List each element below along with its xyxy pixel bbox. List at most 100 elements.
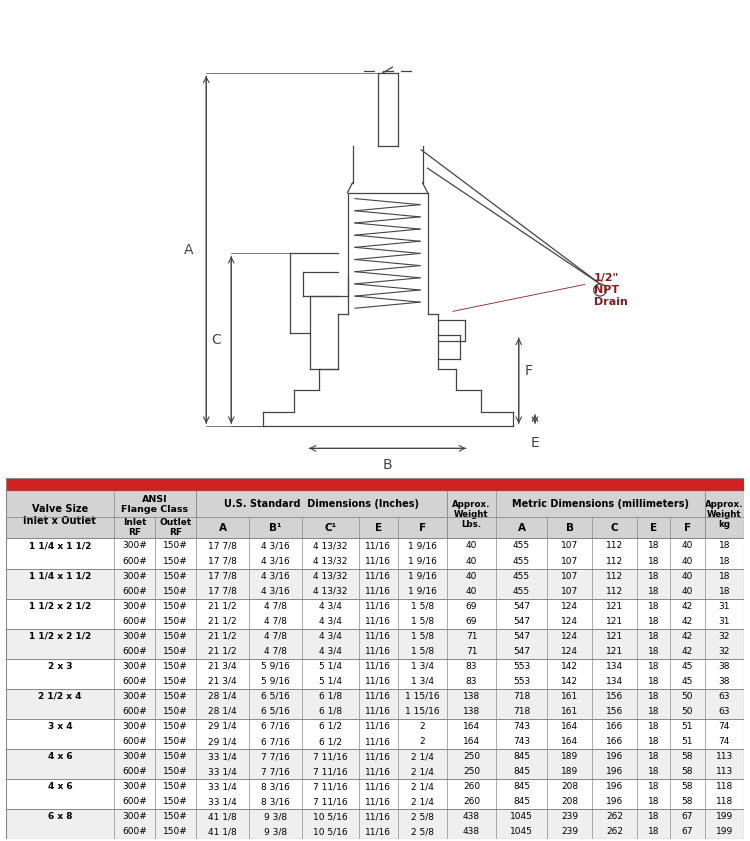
Bar (447, 643, 496, 659)
Bar (496, 719, 547, 734)
Text: 150#: 150# (164, 752, 188, 761)
Text: 150#: 150# (164, 812, 188, 822)
Bar (547, 599, 592, 614)
Text: 199: 199 (716, 812, 733, 822)
Text: 150#: 150# (164, 586, 188, 595)
Text: 32: 32 (718, 647, 730, 656)
Bar (302, 764, 358, 779)
Text: 262: 262 (606, 812, 623, 822)
Bar (592, 749, 638, 764)
Text: 58: 58 (682, 767, 693, 776)
Text: 150#: 150# (164, 677, 188, 686)
Bar (196, 809, 249, 824)
Bar (6, 629, 114, 643)
Bar (547, 674, 592, 689)
Bar (358, 538, 398, 553)
Bar (592, 674, 638, 689)
Text: 164: 164 (561, 737, 578, 746)
Bar (670, 734, 705, 749)
Text: 150#: 150# (164, 616, 188, 626)
Text: 438: 438 (463, 812, 480, 822)
Text: 17 7/8: 17 7/8 (209, 542, 237, 551)
Bar (249, 794, 302, 809)
Text: 21 1/2: 21 1/2 (209, 632, 237, 641)
Bar (638, 749, 670, 764)
Bar (547, 719, 592, 734)
Bar (114, 719, 155, 734)
Bar (447, 538, 496, 553)
Text: 50: 50 (682, 692, 693, 701)
Text: 150#: 150# (164, 767, 188, 776)
Bar (249, 629, 302, 643)
Bar (114, 704, 155, 719)
Text: 2 1/4: 2 1/4 (411, 767, 434, 776)
Bar (196, 614, 249, 629)
Bar (670, 538, 705, 553)
Bar (705, 719, 744, 734)
Bar (705, 689, 744, 704)
Bar (6, 719, 114, 734)
Text: 2 1/4: 2 1/4 (411, 797, 434, 807)
Bar (155, 704, 196, 719)
Bar (249, 689, 302, 704)
Bar (398, 794, 447, 809)
Bar (496, 629, 547, 643)
Bar (670, 599, 705, 614)
Text: 11/16: 11/16 (365, 828, 392, 836)
Bar (114, 517, 155, 538)
Bar (249, 749, 302, 764)
Bar (114, 674, 155, 689)
Bar (638, 689, 670, 704)
Text: 189: 189 (561, 752, 578, 761)
Text: 300#: 300# (122, 722, 147, 731)
Text: 4 3/16: 4 3/16 (261, 557, 290, 565)
Text: 1 15/16: 1 15/16 (405, 692, 439, 701)
Text: 260: 260 (463, 797, 480, 807)
Bar (398, 584, 447, 599)
Bar (398, 749, 447, 764)
Text: C: C (610, 523, 619, 533)
Text: U.S. Standard  Dimensions (Inches): U.S. Standard Dimensions (Inches) (224, 500, 419, 510)
Text: 21 1/2: 21 1/2 (209, 601, 237, 611)
Text: 121: 121 (606, 616, 623, 626)
Bar (447, 629, 496, 643)
Bar (155, 674, 196, 689)
Bar (705, 629, 744, 643)
Text: 2: 2 (420, 722, 425, 731)
Text: 6 1/2: 6 1/2 (319, 722, 342, 731)
Text: 67: 67 (682, 812, 693, 822)
Text: 718: 718 (513, 692, 530, 701)
Bar (302, 614, 358, 629)
Bar (358, 719, 398, 734)
Bar (358, 779, 398, 794)
Bar (6, 689, 114, 704)
Bar (670, 674, 705, 689)
Text: 1 9/16: 1 9/16 (408, 572, 437, 580)
Text: 600#: 600# (122, 557, 147, 565)
Bar (249, 824, 302, 839)
Bar (398, 674, 447, 689)
Text: 11/16: 11/16 (365, 707, 392, 716)
Bar (496, 599, 547, 614)
Text: 6 1/8: 6 1/8 (319, 692, 342, 701)
Bar (670, 704, 705, 719)
Bar (6, 809, 114, 824)
Bar (114, 749, 155, 764)
Bar (638, 779, 670, 794)
Text: 1 9/16: 1 9/16 (408, 542, 437, 551)
Bar (670, 517, 705, 538)
Bar (114, 629, 155, 643)
Bar (302, 538, 358, 553)
Text: F: F (419, 523, 426, 533)
Bar (155, 553, 196, 569)
Bar (196, 779, 249, 794)
Bar (592, 614, 638, 629)
Bar (447, 614, 496, 629)
Bar (447, 674, 496, 689)
Text: 29 1/4: 29 1/4 (209, 722, 237, 731)
Bar (670, 629, 705, 643)
Bar (114, 734, 155, 749)
Bar (592, 659, 638, 674)
Bar (638, 517, 670, 538)
Text: 4 13/32: 4 13/32 (314, 542, 347, 551)
